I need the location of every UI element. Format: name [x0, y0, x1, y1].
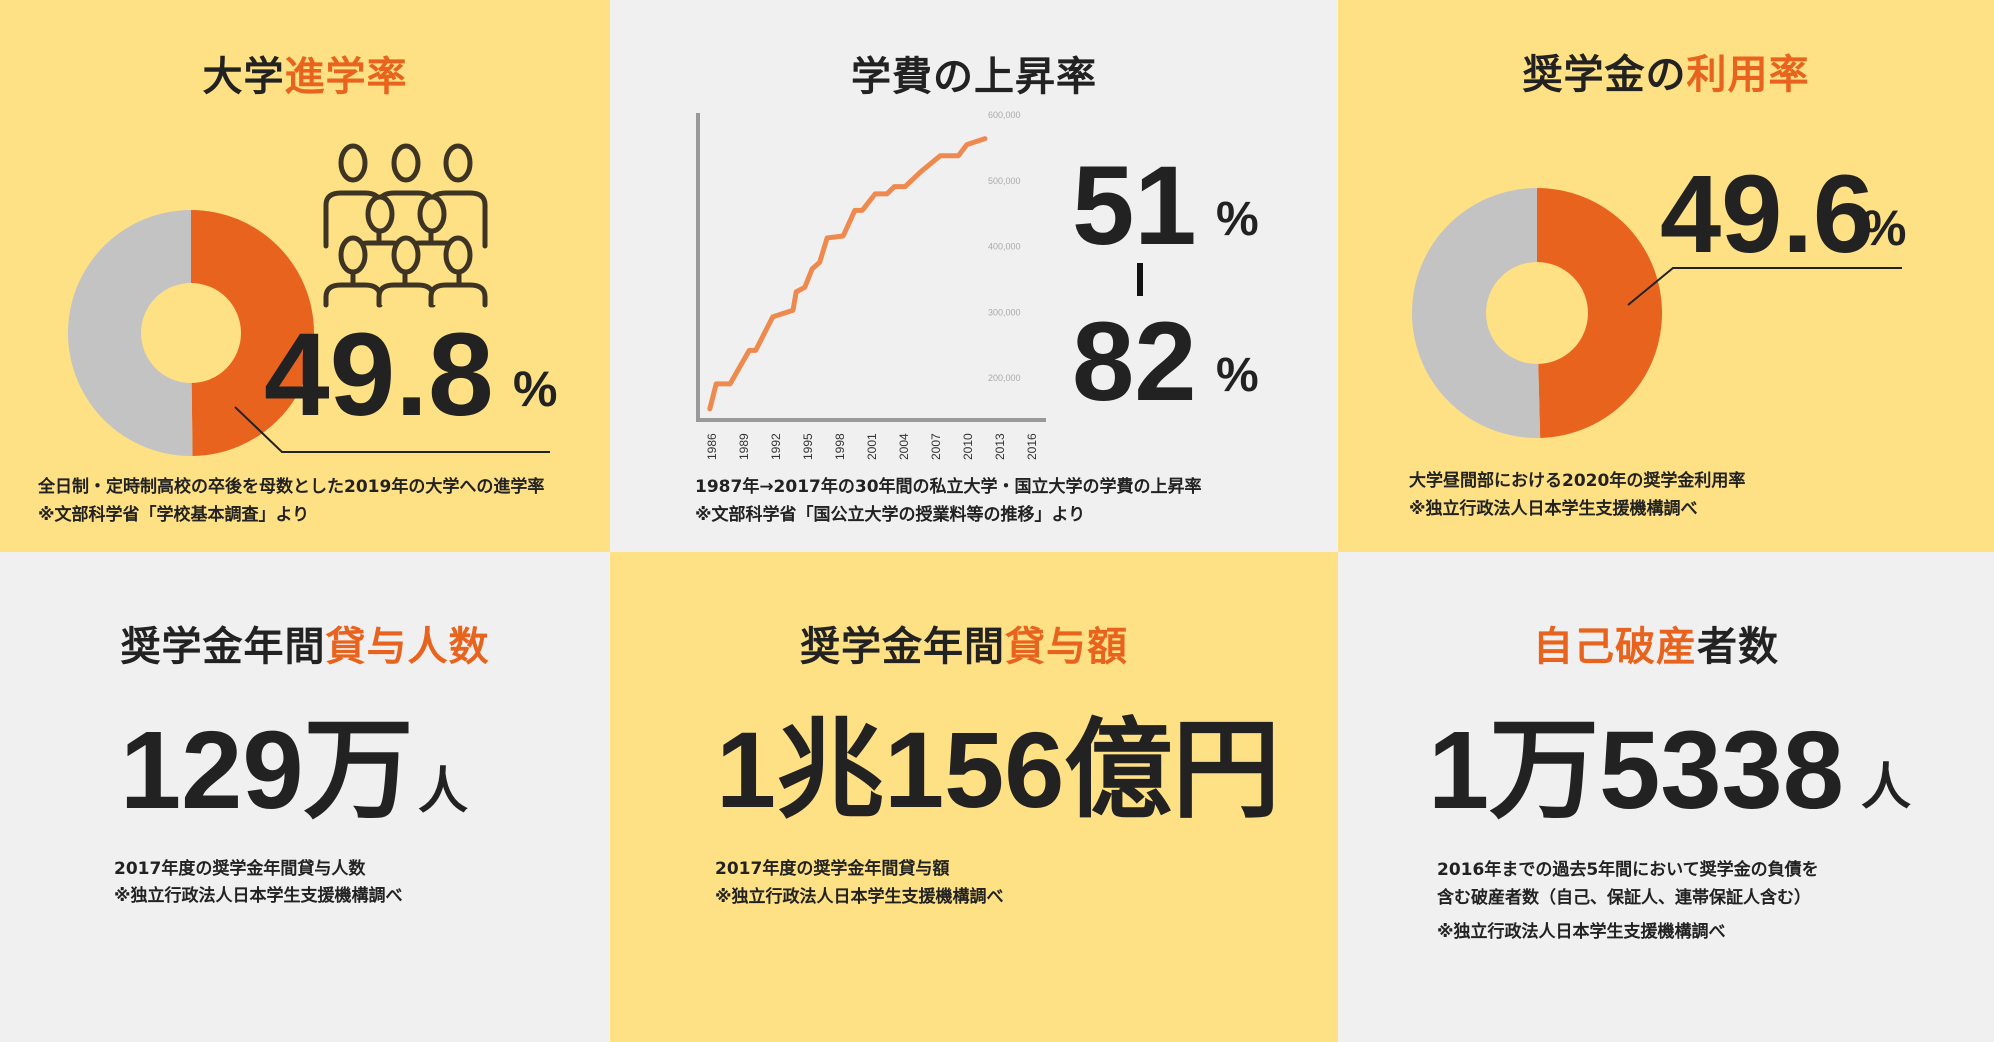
caption-tuition: 1987年→2017年の30年間の私立大学・国立大学の学費の上昇率 [695, 477, 1202, 497]
x-tick-label: 2016 [1025, 433, 1039, 460]
tuition-low-unit: % [1216, 193, 1259, 246]
x-tick-label: 2004 [897, 433, 911, 460]
donut-slice-highlight [1537, 188, 1662, 438]
title-dark: 大学 [202, 54, 285, 100]
donut-slice-highlight [191, 210, 314, 456]
x-tick-label: 2013 [993, 433, 1007, 460]
title-highlight: 自己破産 [1533, 624, 1697, 670]
caption-borrowers: 2017年度の奨学金年間貸与人数 [114, 859, 366, 879]
y-tick-label: 200,000 [988, 373, 1021, 383]
donut-slice-rest [1412, 188, 1541, 438]
panel-loan-amount [610, 552, 1338, 1042]
source-tuition: ※文部科学省「国公立大学の授業料等の推移」より [695, 505, 1086, 525]
title-highlight: 貸与額 [1005, 624, 1128, 670]
caption-bankruptcy-line2: 含む破産者数（自己、保証人、連帯保証人含む） [1437, 888, 1811, 908]
bankruptcy-unit: 人 [1861, 759, 1911, 815]
page-title-scholarship-usage: 奨学金の利用率 [1338, 42, 1994, 100]
title-text: 学費の上昇率 [851, 54, 1097, 100]
y-tick-label: 500,000 [988, 176, 1021, 186]
bankruptcy-value: 1万5338 [1428, 709, 1844, 832]
page-title-bankruptcy: 自己破産者数 [1338, 614, 1974, 672]
scholarship-usage-unit: % [1862, 200, 1907, 256]
source-scholarship-usage: ※独立行政法人日本学生支援機構調べ [1409, 499, 1698, 519]
page-title-borrowers: 奨学金年間貸与人数 [0, 614, 610, 672]
x-tick-label: 1992 [769, 433, 783, 460]
x-tick-label: 2010 [961, 433, 975, 460]
panel-tuition-increase [610, 0, 1338, 552]
title-dark: 奨学金年間 [120, 624, 326, 670]
title-dark: 奨学金年間 [800, 624, 1005, 670]
tuition-low-value: 51 [1072, 143, 1197, 268]
tuition-high-unit: % [1216, 349, 1259, 402]
panel-bankruptcy [1338, 552, 1994, 1042]
panel-borrowers [0, 552, 610, 1042]
donut-hole [1486, 262, 1588, 364]
source-enrollment: ※文部科学省「学校基本調査」より [38, 505, 310, 525]
x-tick-label: 1995 [801, 433, 815, 460]
x-tick-label: 2007 [929, 433, 943, 460]
x-tick-label: 1986 [705, 433, 719, 460]
x-tick-label: 1989 [737, 433, 751, 460]
tuition-series-line [707, 136, 988, 412]
loan-amount-value: 1兆156億円 [716, 709, 1281, 830]
donut-slice-rest [67, 210, 193, 456]
page-title-enrollment: 大学進学率 [0, 44, 610, 102]
y-tick-label: 400,000 [988, 242, 1021, 252]
donut-hole [141, 283, 241, 383]
person-icon [323, 143, 383, 249]
y-tick-label: 300,000 [988, 307, 1021, 317]
title-highlight: 進学率 [284, 54, 408, 100]
x-tick-label: 1998 [833, 433, 847, 460]
y-tick-label: 600,000 [988, 110, 1021, 120]
caption-enrollment: 全日制・定時制高校の卒後を母数とした2019年の大学への進学率 [38, 477, 545, 497]
title-dark: 者数 [1697, 624, 1779, 670]
x-tick-label: 2001 [865, 433, 879, 460]
page-title-tuition: 学費の上昇率 [610, 44, 1338, 102]
caption-bankruptcy-line1: 2016年までの過去5年間において奨学金の負債を [1437, 860, 1819, 880]
enrollment-value: 49.8 [264, 309, 494, 441]
source-bankruptcy: ※独立行政法人日本学生支援機構調べ [1437, 922, 1726, 942]
borrowers-value: 129万 [120, 709, 414, 832]
source-borrowers: ※独立行政法人日本学生支援機構調べ [114, 886, 403, 906]
caption-scholarship-usage: 大学昼間部における2020年の奨学金利用率 [1409, 471, 1746, 491]
caption-loan-amount: 2017年度の奨学金年間貸与額 [715, 859, 950, 879]
scholarship-usage-value: 49.6 [1660, 153, 1875, 276]
page-title-loan-amount: 奨学金年間貸与額 [610, 614, 1318, 672]
title-highlight: 貸与人数 [325, 624, 490, 670]
source-loan-amount: ※独立行政法人日本学生支援機構調べ [715, 887, 1004, 907]
enrollment-unit: % [513, 361, 558, 417]
title-highlight: 利用率 [1686, 52, 1810, 98]
range-divider [1137, 263, 1143, 296]
title-dark: 奨学金の [1522, 52, 1687, 98]
tuition-high-value: 82 [1072, 299, 1197, 424]
person-icon [428, 235, 488, 308]
borrowers-unit: 人 [418, 763, 468, 819]
